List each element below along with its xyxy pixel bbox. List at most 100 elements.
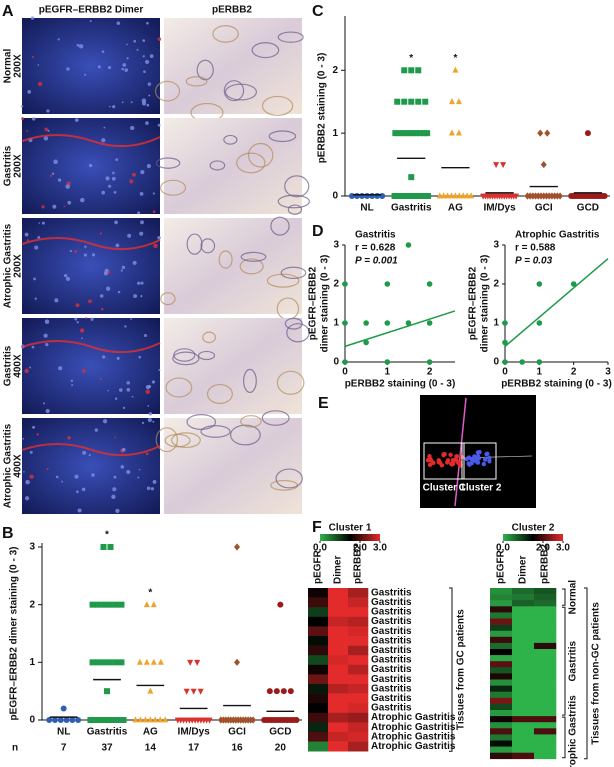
heatmap-cell bbox=[490, 722, 513, 729]
dot bbox=[157, 658, 164, 665]
dot bbox=[436, 192, 443, 199]
dot bbox=[152, 716, 159, 723]
dot bbox=[187, 659, 194, 666]
heatmap-cell bbox=[512, 661, 535, 668]
dot bbox=[69, 717, 76, 723]
heatmap-cell bbox=[534, 734, 557, 741]
heatmap-cell bbox=[534, 673, 557, 680]
nucleus bbox=[147, 405, 150, 407]
heatmap-cell bbox=[490, 606, 513, 613]
dot bbox=[448, 98, 455, 105]
cluster-point bbox=[487, 459, 492, 464]
heatmap-cell bbox=[512, 710, 535, 717]
nucleus bbox=[145, 389, 150, 394]
dot bbox=[468, 192, 475, 199]
heatmap-cell bbox=[490, 612, 513, 619]
gland bbox=[277, 31, 304, 43]
nucleus bbox=[83, 253, 88, 257]
x-tick-label: 3 bbox=[605, 367, 611, 378]
dot bbox=[118, 601, 125, 608]
heatmap-cell bbox=[512, 685, 535, 692]
nucleus bbox=[142, 55, 145, 58]
y-tick-label: 0 bbox=[29, 715, 35, 726]
gland bbox=[200, 425, 231, 438]
gland bbox=[185, 76, 208, 87]
heatmap-cell bbox=[328, 703, 349, 714]
nucleus bbox=[112, 105, 116, 109]
nucleus bbox=[147, 82, 152, 86]
dot bbox=[107, 544, 114, 550]
row-label: Atrophic Gastritis bbox=[371, 712, 456, 723]
heatmap-cell bbox=[490, 703, 513, 711]
epithelium bbox=[21, 340, 161, 354]
row-label: Gastritis bbox=[371, 645, 412, 656]
row-label: Gastritis bbox=[3, 345, 14, 386]
heatmap-cell bbox=[490, 728, 513, 735]
nucleus bbox=[115, 243, 120, 248]
dot bbox=[493, 162, 500, 169]
heatmap-cell bbox=[328, 674, 349, 685]
point bbox=[502, 339, 508, 346]
group-label: Gastritis bbox=[568, 640, 579, 681]
heatmap-cell bbox=[328, 588, 349, 598]
nucleus bbox=[33, 277, 37, 281]
heatmap-cell bbox=[534, 722, 557, 729]
heatmap-cell bbox=[490, 630, 513, 638]
dot bbox=[460, 192, 467, 199]
heatmap-cell bbox=[512, 630, 535, 638]
nucleus bbox=[53, 159, 58, 165]
point bbox=[536, 320, 543, 326]
panel-label: C bbox=[312, 3, 324, 20]
dot bbox=[143, 601, 150, 608]
nucleus bbox=[124, 325, 127, 328]
heatmap-cell bbox=[512, 594, 535, 601]
nucleus bbox=[152, 480, 157, 484]
column-header: pEGFR–ERBB2 Dimer bbox=[39, 5, 144, 16]
gland bbox=[155, 427, 179, 453]
colorbar bbox=[503, 534, 563, 541]
gland bbox=[155, 157, 181, 169]
cluster-point bbox=[454, 458, 459, 463]
gland bbox=[200, 238, 216, 254]
dot bbox=[408, 174, 415, 181]
nucleus bbox=[45, 343, 49, 347]
x-tick-label: GCD bbox=[577, 203, 599, 214]
heatmap-cell bbox=[534, 667, 557, 674]
group-bracket bbox=[562, 716, 566, 759]
nucleus bbox=[145, 452, 149, 456]
nucleus bbox=[89, 20, 92, 23]
dot bbox=[101, 659, 108, 666]
nucleus bbox=[67, 200, 72, 205]
heatmap-cell bbox=[348, 636, 369, 646]
heatmap-cell bbox=[534, 685, 557, 692]
column-header: pEGFR bbox=[496, 549, 507, 584]
heatmap-cell bbox=[308, 722, 329, 733]
nucleus bbox=[140, 281, 144, 285]
group-bracket bbox=[562, 606, 566, 716]
nucleus bbox=[84, 73, 87, 76]
nucleus bbox=[46, 109, 50, 113]
row-label: Gastritis bbox=[371, 655, 412, 666]
point bbox=[384, 320, 391, 326]
nucleus bbox=[137, 211, 141, 215]
y-tick-label: 1 bbox=[332, 128, 338, 139]
y-axis-label: dimer staining (0 - 3) bbox=[480, 255, 491, 353]
cluster-point bbox=[476, 456, 482, 461]
nucleus bbox=[70, 379, 74, 382]
dot bbox=[540, 160, 547, 169]
dot bbox=[500, 162, 507, 169]
panel-label: A bbox=[2, 3, 14, 20]
gland bbox=[261, 95, 294, 116]
row-label: Gastritis bbox=[371, 626, 412, 637]
x-tick-label: 1 bbox=[385, 367, 391, 378]
heatmap-cell bbox=[512, 703, 535, 711]
heatmap-cell bbox=[490, 740, 513, 747]
x-tick-label: 0 bbox=[502, 367, 508, 378]
nucleus bbox=[51, 172, 55, 175]
gland bbox=[280, 266, 307, 279]
colorbar bbox=[320, 534, 380, 541]
heatmap-cell bbox=[348, 645, 369, 656]
fit-line bbox=[344, 310, 456, 348]
cluster-point bbox=[470, 457, 475, 463]
cluster-point bbox=[427, 456, 433, 461]
